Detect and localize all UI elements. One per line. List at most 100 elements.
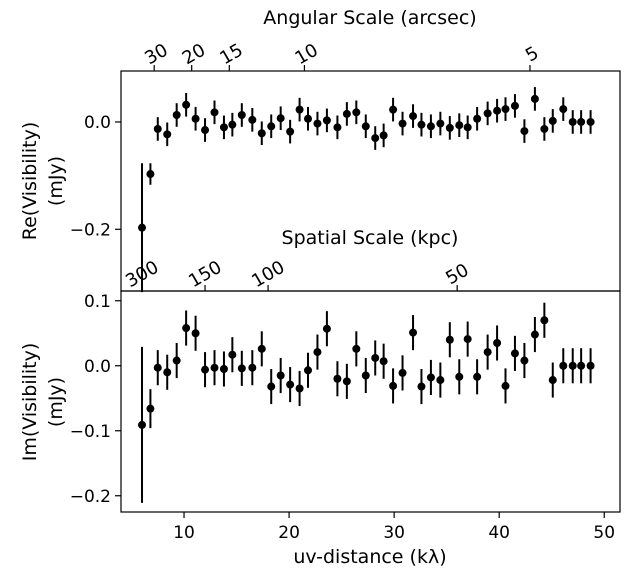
top-data-point: [201, 126, 210, 135]
top-data-point: [540, 124, 549, 133]
top-data-point: [342, 109, 351, 118]
bottom-data-point: [417, 382, 426, 391]
bottom-y-tick-label: 0.1: [84, 292, 111, 312]
bottom-data-point: [138, 420, 147, 429]
top-data-point: [559, 105, 568, 114]
bottom-data-point: [379, 357, 388, 366]
bottom-y-axis-title: Im(Visibility): [19, 343, 41, 462]
x-tick-label: 50: [593, 523, 615, 543]
bottom-data-point: [146, 404, 155, 413]
bottom-data-point: [426, 373, 435, 382]
top-data-point: [219, 123, 228, 132]
bottom-data-point: [501, 381, 510, 390]
top-data-point: [257, 129, 266, 138]
x-axis-title: uv-distance (kλ): [293, 546, 446, 568]
bottom-data-point: [237, 364, 246, 373]
bottom-panel-frame: [120, 290, 621, 513]
bottom-data-point: [201, 365, 210, 374]
bottom-data-point: [455, 372, 464, 381]
bottom-data-point: [295, 384, 304, 393]
angular-scale-tick-label: 30: [141, 40, 171, 70]
bottom-y-axis-unit: (mJy): [45, 377, 67, 427]
bottom-data-point: [257, 344, 266, 353]
top-data-point: [577, 117, 586, 126]
bottom-data-point: [493, 339, 502, 347]
bottom-data-point: [463, 335, 472, 344]
bottom-data-point: [483, 348, 492, 357]
top-data-point: [436, 119, 445, 128]
angular-scale-tick-label: 15: [216, 40, 246, 70]
top-data-point: [548, 116, 557, 125]
top-data-point: [182, 100, 191, 109]
bottom-data-point: [540, 316, 549, 325]
top-data-point: [361, 122, 370, 131]
x-tick-label: 10: [173, 523, 195, 543]
bottom-data-point: [436, 376, 445, 385]
top-data-point: [398, 119, 407, 128]
bottom-data-point: [586, 361, 595, 370]
top-axis-title: Angular Scale (arcsec): [263, 7, 476, 29]
top-data-point: [333, 123, 342, 132]
bottom-y-tick-label: 0.0: [84, 357, 111, 377]
top-data-point: [276, 114, 285, 123]
x-tick-label: 30: [383, 523, 405, 543]
top-y-axis-title: Re(Visibility): [19, 122, 41, 241]
bottom-data-point: [248, 363, 257, 372]
top-data-point: [352, 108, 361, 117]
top-data-point: [510, 101, 519, 110]
top-data-point: [483, 109, 492, 118]
bottom-data-point: [182, 324, 191, 333]
top-data-point: [379, 131, 388, 140]
bottom-data-point: [267, 382, 276, 391]
top-data-point: [586, 117, 595, 126]
top-data-point: [389, 105, 398, 114]
bottom-data-point: [409, 328, 418, 337]
bottom-data-point: [228, 350, 237, 359]
bottom-data-point: [172, 356, 181, 365]
bottom-data-point: [286, 380, 295, 389]
top-y-tick-label: −0.2: [70, 220, 111, 240]
top-data-point: [445, 123, 454, 132]
top-data-point: [409, 112, 418, 121]
bottom-y-tick-label: −0.1: [70, 422, 111, 442]
top-panel-frame: [120, 70, 621, 292]
top-data-point: [493, 106, 502, 115]
angular-scale-tick-label: 20: [179, 40, 209, 70]
bottom-data-point: [333, 374, 342, 383]
bottom-data-point: [389, 381, 398, 390]
top-data-point: [313, 119, 322, 128]
bottom-data-point: [568, 361, 577, 370]
top-data-point: [520, 127, 529, 136]
top-data-point: [153, 124, 162, 133]
top-data-point: [530, 94, 539, 103]
spatial-scale-tick-label: 50: [442, 260, 472, 290]
x-tick-label: 20: [278, 523, 300, 543]
top-data-point: [146, 170, 155, 179]
angular-scale-tick-label: 5: [522, 42, 542, 66]
bottom-data-point: [342, 377, 351, 386]
top-data-point: [210, 108, 219, 117]
bottom-data-point: [313, 348, 322, 357]
bottom-data-point: [398, 368, 407, 377]
bottom-data-point: [219, 365, 228, 373]
top-data-point: [138, 223, 147, 232]
bottom-y-tick-label: −0.2: [70, 487, 111, 507]
top-data-point: [163, 130, 172, 139]
top-data-point: [417, 120, 426, 129]
top-data-point: [501, 105, 510, 114]
bottom-data-point: [577, 361, 586, 370]
top-data-point: [172, 111, 181, 119]
top-data-point: [426, 122, 435, 131]
bottom-data-point: [445, 335, 454, 344]
top-data-point: [237, 111, 246, 119]
top-data-point: [295, 105, 304, 114]
top-data-point: [568, 117, 577, 126]
top-data-point: [303, 114, 312, 123]
bottom-data-point: [371, 353, 380, 362]
top-data-point: [267, 122, 276, 131]
top-y-tick-label: 0.0: [84, 113, 111, 133]
top-data-point: [455, 121, 464, 130]
bottom-data-point: [473, 372, 482, 381]
top-data-point: [322, 116, 331, 125]
